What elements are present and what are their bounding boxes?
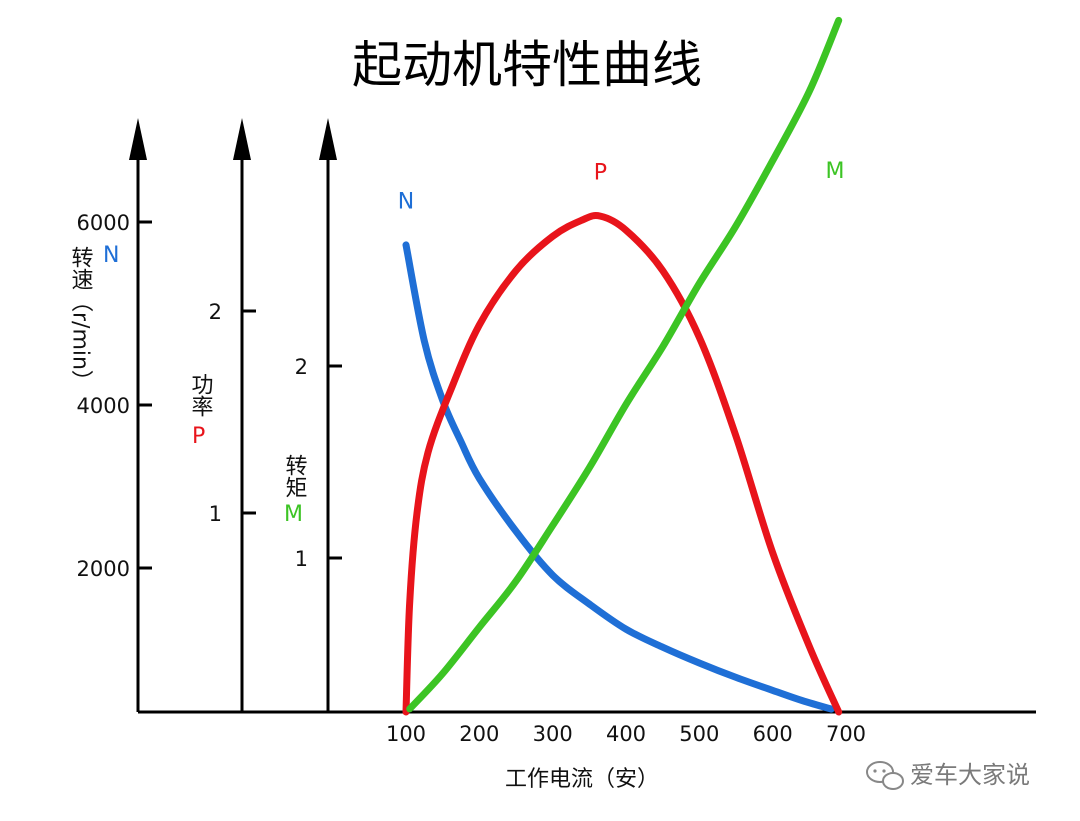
series-P-line [402,212,843,716]
x-tick-label: 500 [679,722,719,746]
speed-axis-ticks: 2000 4000 6000 [77,211,152,581]
power-tick-label: 1 [209,502,222,526]
x-tick-label: 700 [826,722,866,746]
x-axis-ticks: 100 200 300 400 500 600 700 [386,722,866,746]
torque-tick-label: 1 [295,547,308,571]
speed-axis-symbol: N [103,243,119,268]
x-tick-label: 600 [753,722,793,746]
torque-axis-label: 转矩 [282,454,308,498]
curve-label-P: P [594,161,607,186]
watermark-text: 爱车大家说 [910,761,1030,789]
torque-tick-label: 2 [295,355,308,379]
series-M-line [406,16,843,713]
x-tick-label: 400 [606,722,646,746]
curve-label-N: N [398,189,414,214]
chart-title: 起动机特性曲线 [352,36,702,94]
x-tick-label: 200 [459,722,499,746]
power-tick-label: 2 [209,300,222,324]
wechat-icon [866,761,904,790]
power-axis-arrow [233,118,251,160]
speed-axis-arrow [129,118,147,160]
x-tick-label: 100 [386,722,426,746]
torque-axis-ticks: 12 [295,355,342,571]
power-axis-label: 功率 [188,373,214,417]
speed-tick-label: 2000 [77,557,130,581]
power-axis-ticks: 12 [209,300,256,526]
curve-label-M: M [826,159,845,184]
torque-axis-symbol: M [284,502,303,527]
x-axis-label: 工作电流（安） [505,767,659,792]
speed-tick-label: 6000 [77,211,130,235]
series-layer [402,16,843,716]
x-tick-label: 300 [533,722,573,746]
curve-labels: N P M [398,159,845,214]
speed-axis-label: 转速（r/min） [68,246,94,392]
speed-tick-label: 4000 [77,394,130,418]
torque-axis-arrow [319,118,337,160]
power-axis-symbol: P [192,424,205,449]
